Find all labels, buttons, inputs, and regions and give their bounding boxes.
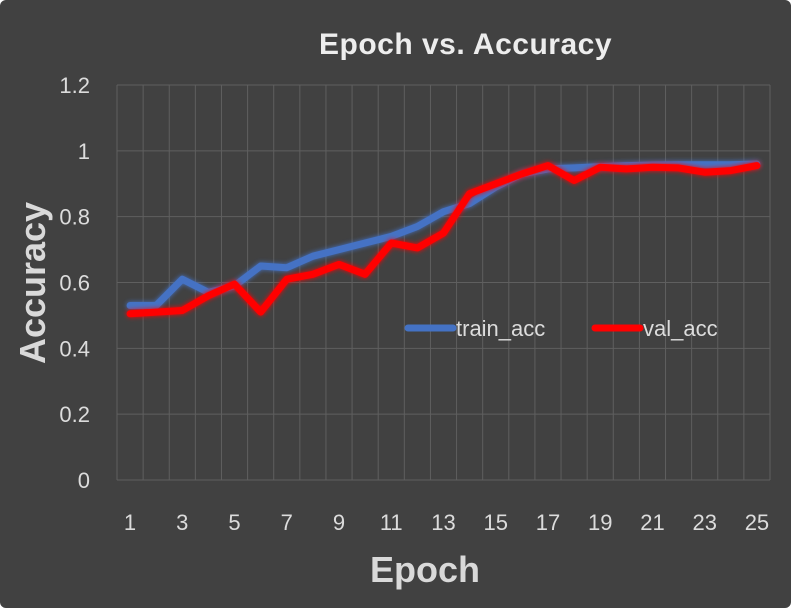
x-tick-label: 19 xyxy=(588,510,612,535)
x-tick-label: 5 xyxy=(228,510,240,535)
y-tick-labels: 0 0.2 0.4 0.6 0.8 1 1.2 xyxy=(59,73,90,493)
series-line-val-acc xyxy=(126,162,761,318)
y-tick-label: 0.8 xyxy=(59,205,90,230)
y-tick-label: 1.2 xyxy=(59,73,90,98)
x-axis-label: Epoch xyxy=(370,549,480,590)
y-tick-label: 1 xyxy=(78,139,90,164)
legend-label: val_acc xyxy=(643,316,718,341)
legend: train_acc val_acc xyxy=(404,316,718,341)
series-lines xyxy=(126,160,761,318)
y-tick-label: 0.6 xyxy=(59,271,90,296)
x-tick-label: 17 xyxy=(536,510,560,535)
x-tick-label: 25 xyxy=(745,510,769,535)
chart-title: Epoch vs. Accuracy xyxy=(318,28,613,61)
x-tick-label: 7 xyxy=(281,510,293,535)
x-tick-label: 23 xyxy=(692,510,716,535)
x-tick-label: 15 xyxy=(483,510,507,535)
x-tick-label: 11 xyxy=(380,510,403,535)
x-tick-label: 13 xyxy=(431,510,455,535)
y-tick-label: 0 xyxy=(78,468,90,493)
legend-label: train_acc xyxy=(456,316,545,341)
x-tick-label: 3 xyxy=(176,510,188,535)
x-tick-labels: 1 3 5 7 9 11 13 15 17 19 21 23 25 xyxy=(124,510,769,535)
x-tick-label: 9 xyxy=(333,510,345,535)
x-tick-label: 1 xyxy=(124,510,136,535)
x-tick-label: 21 xyxy=(640,510,664,535)
grid-lines xyxy=(116,84,771,481)
y-tick-label: 0.2 xyxy=(59,402,90,427)
y-axis-label: Accuracy xyxy=(12,202,53,364)
y-tick-label: 0.4 xyxy=(59,336,90,361)
